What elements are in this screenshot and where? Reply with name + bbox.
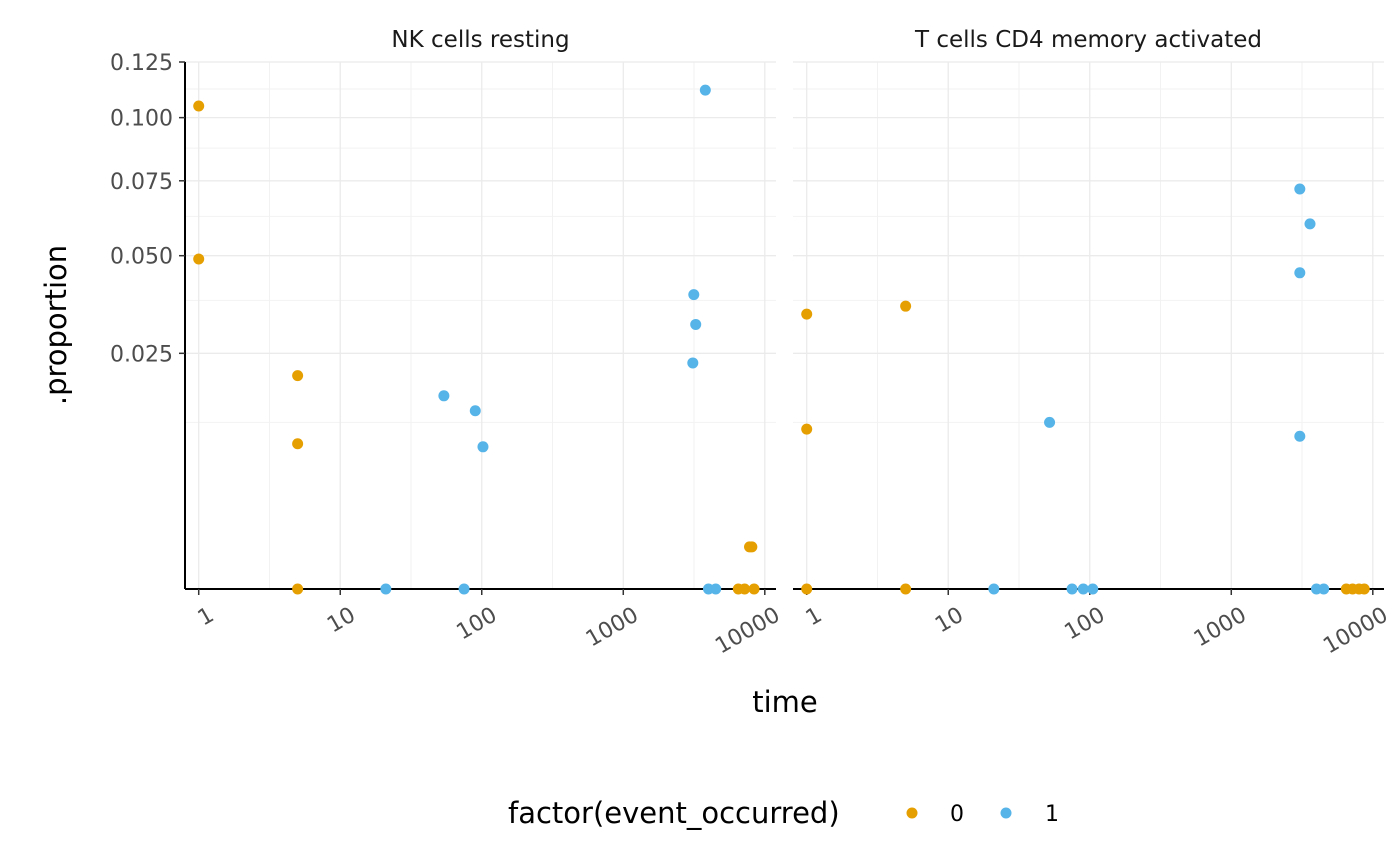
legend-title: factor(event_occurred) bbox=[508, 796, 840, 830]
data-point bbox=[1318, 583, 1330, 595]
y-tick-label: 0.125 bbox=[110, 51, 173, 76]
facet-title: T cells CD4 memory activated bbox=[914, 27, 1262, 53]
data-point bbox=[801, 583, 813, 595]
facet-title: NK cells resting bbox=[391, 27, 569, 53]
data-point bbox=[801, 423, 813, 435]
y-tick-label: 0.075 bbox=[110, 170, 173, 195]
data-point bbox=[1294, 430, 1306, 442]
data-point bbox=[477, 441, 489, 453]
data-point bbox=[900, 300, 912, 312]
data-point bbox=[739, 583, 751, 595]
data-point bbox=[193, 100, 205, 112]
data-point bbox=[748, 583, 760, 595]
x-axis-title: time bbox=[752, 685, 818, 719]
legend-item-label: 0 bbox=[950, 802, 964, 827]
data-point bbox=[1294, 267, 1306, 279]
y-tick-label: 0.100 bbox=[110, 107, 173, 132]
facet-panel: NK cells resting 0.025 0.050 0.075 0.100 0.12… bbox=[110, 27, 784, 659]
data-point bbox=[292, 583, 304, 595]
data-point bbox=[900, 583, 912, 595]
data-point bbox=[690, 318, 702, 330]
data-point bbox=[710, 583, 722, 595]
data-point bbox=[1304, 218, 1316, 230]
data-point bbox=[1066, 583, 1078, 595]
data-point bbox=[193, 253, 205, 265]
data-point bbox=[687, 357, 699, 369]
data-point bbox=[988, 583, 1000, 595]
legend-key-dot bbox=[1000, 807, 1012, 819]
data-point bbox=[1077, 583, 1089, 595]
data-point bbox=[438, 390, 450, 402]
data-point bbox=[746, 541, 758, 553]
data-point bbox=[458, 583, 470, 595]
data-point bbox=[801, 308, 813, 320]
legend-key-dot bbox=[906, 807, 918, 819]
data-point bbox=[469, 405, 481, 417]
y-tick-label: 0.050 bbox=[110, 245, 173, 270]
data-point bbox=[688, 289, 700, 301]
y-tick-label: 0.025 bbox=[110, 342, 173, 367]
legend-item-label: 1 bbox=[1045, 802, 1059, 827]
y-axis-title: .proportion bbox=[39, 245, 73, 405]
data-point bbox=[292, 370, 304, 382]
data-point bbox=[380, 583, 392, 595]
data-point bbox=[699, 84, 711, 96]
data-point bbox=[1294, 183, 1306, 195]
data-point bbox=[1358, 583, 1370, 595]
data-point bbox=[1087, 583, 1099, 595]
data-point bbox=[292, 438, 304, 450]
data-point bbox=[1044, 416, 1056, 428]
